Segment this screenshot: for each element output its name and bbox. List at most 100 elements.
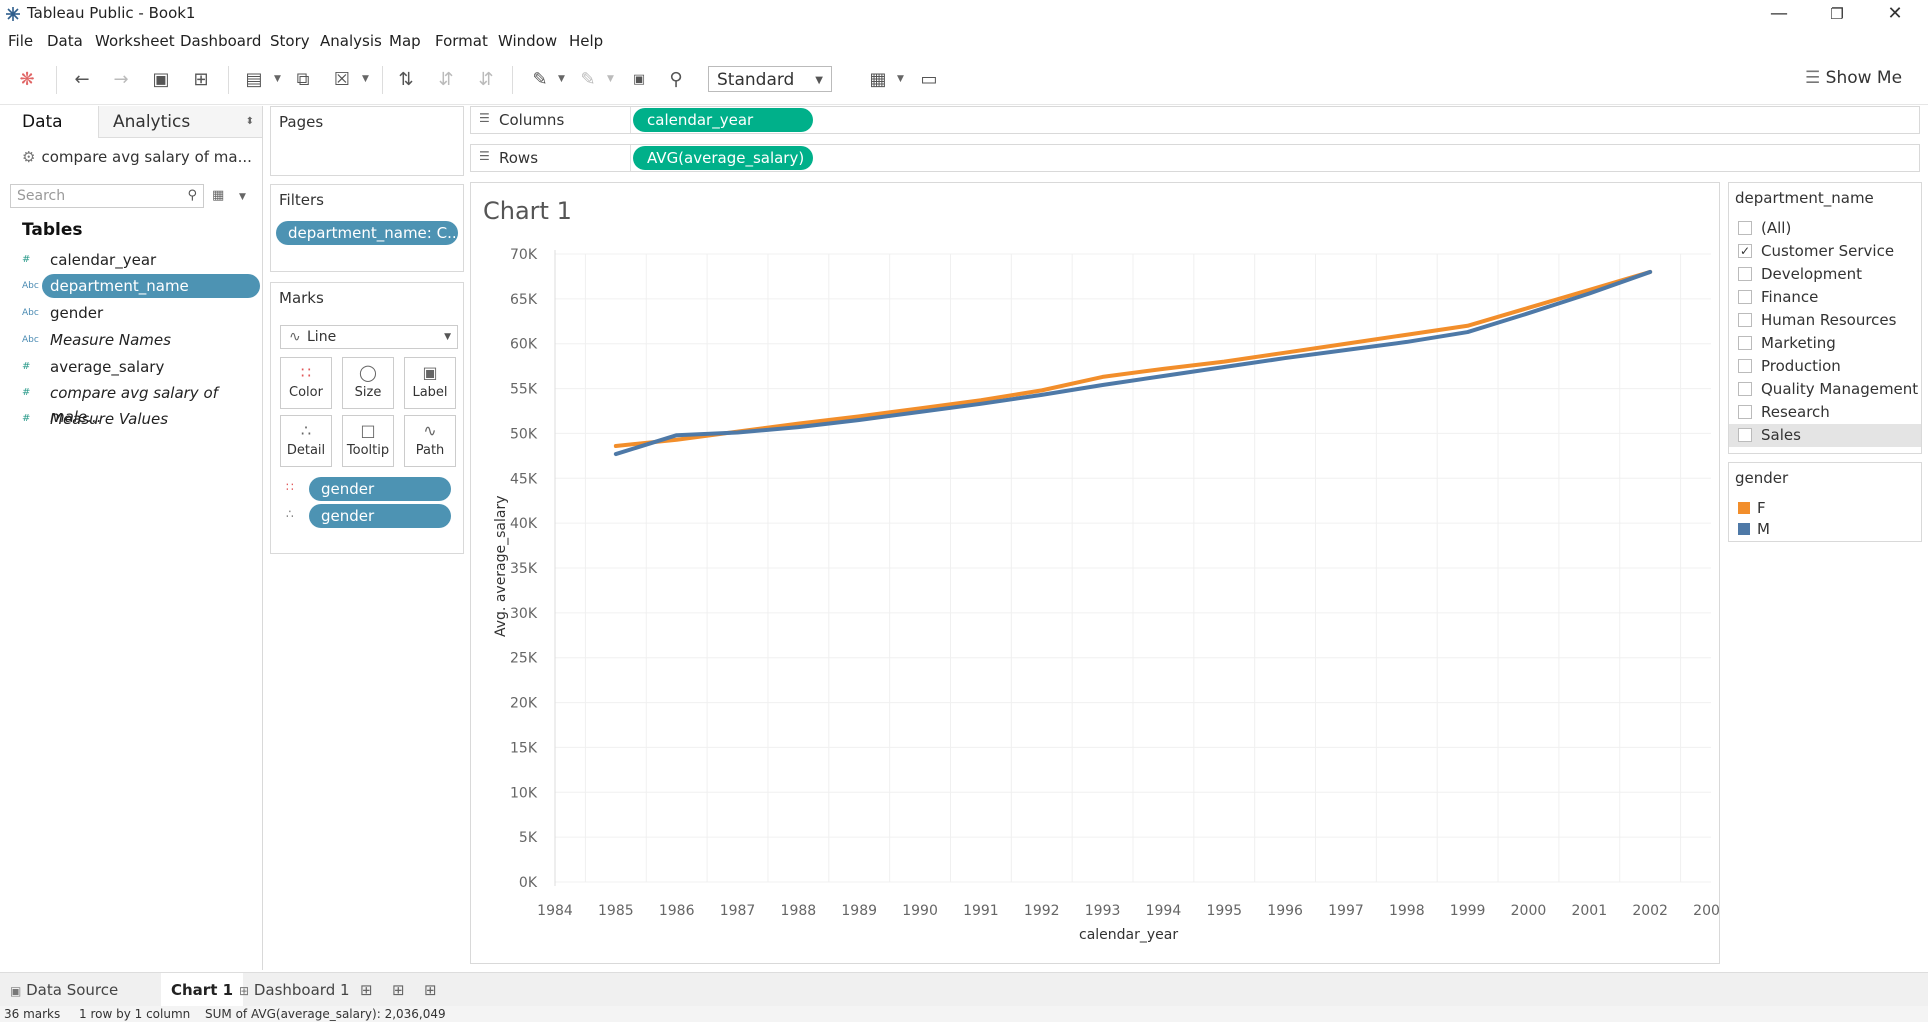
cards-view-icon[interactable]: ▦ [869,69,887,90]
checkbox[interactable] [1738,382,1752,396]
chevron-down-icon[interactable]: ▼ [897,74,904,84]
checkbox[interactable] [1738,336,1752,350]
data-source-tab[interactable]: ▣ Data Source [10,973,118,1007]
menu-help[interactable]: Help [569,32,604,50]
tab-analytics[interactable]: Analytics ⬍ [98,106,262,138]
menu-data[interactable]: Data [47,32,83,50]
highlight-icon[interactable]: ✎ [532,69,548,90]
view-options-icon[interactable]: ▦ [212,188,225,203]
marks-pill-gender-color[interactable]: gender [309,477,451,501]
field-measure-values[interactable]: # Measure Values [0,407,262,431]
checkbox[interactable] [1738,405,1752,419]
x-tick-label: 1990 [902,903,938,919]
checkbox[interactable] [1738,313,1752,327]
chevron-down-icon[interactable]: ▼ [607,74,614,84]
presentation-mode-icon[interactable]: ▭ [920,69,938,90]
field-compare-avg-salary[interactable]: # compare avg salary of male... [0,381,262,426]
department-filter-item[interactable]: ✓ Customer Service [1729,240,1921,263]
department-filter-item[interactable]: Marketing [1729,332,1921,355]
mark-type-select[interactable]: ∿ Line ▼ [280,325,458,349]
field-average-salary[interactable]: # average_salary [0,355,262,379]
menu-dashboard[interactable]: Dashboard [180,32,262,50]
columns-pill-calendar-year[interactable]: calendar_year [633,108,813,132]
checkbox[interactable] [1738,428,1752,442]
department-filter-item[interactable]: Finance [1729,286,1921,309]
menu-window[interactable]: Window [498,32,558,50]
checkbox[interactable]: ✓ [1738,244,1752,258]
search-input[interactable]: Search ⚲ [10,184,204,208]
sort-arrows-icon[interactable]: ⬍ [245,116,254,127]
department-filter-item[interactable]: Research [1729,401,1921,424]
show-labels-icon[interactable]: ▣ [632,72,646,87]
chevron-down-icon[interactable]: ▼ [239,192,246,202]
datasource-item[interactable]: ⚙ compare avg salary of ma... [22,148,252,166]
new-datasource-icon[interactable]: ⊞ [193,69,209,90]
tab-data[interactable]: Data [0,106,98,138]
menu-file[interactable]: File [8,32,34,50]
legend-item-f[interactable]: F [1729,497,1921,520]
department-filter-item[interactable]: Sales [1729,424,1921,447]
toolbar: ❋ ← → ▣ ⊞ ▤ ▼ ⧉ ☒ ▼ ⇅ ⇵ ⇵ ✎ ▼ ✎ ▼ ▣ ⚲ ▦ … [0,56,1928,105]
sort-descending-icon[interactable]: ⇵ [478,69,494,90]
checkbox[interactable] [1738,359,1752,373]
department-filter-item[interactable]: Human Resources [1729,309,1921,332]
group-members-icon[interactable]: ✎ [580,69,596,90]
tableau-home-icon[interactable]: ❋ [19,69,35,90]
minimize-button[interactable]: — [1770,3,1788,24]
new-dashboard-tab-icon[interactable]: ⊞ [392,981,405,999]
field-gender[interactable]: Abc gender [0,301,262,325]
field-department-name[interactable]: Abc department_name [0,274,262,298]
filter-pill-department[interactable]: department_name: C.. [276,221,458,245]
department-filter-item[interactable]: (All) [1729,217,1921,240]
new-worksheet-tab-icon[interactable]: ⊞ [360,981,373,999]
size-button[interactable]: ◯ Size [342,357,394,409]
chevron-down-icon[interactable]: ▼ [362,74,369,84]
detail-icon: ∴ [300,421,312,440]
rows-pill-avg-salary[interactable]: AVG(average_salary) [633,146,813,170]
path-button[interactable]: ∿ Path [404,415,456,467]
close-button[interactable]: ✕ [1887,3,1903,24]
swap-axes-icon[interactable]: ⇅ [398,69,414,90]
detail-button[interactable]: ∴ Detail [280,415,332,467]
columns-shelf[interactable]: ☰ Columns calendar_year [470,106,1920,134]
menu-map[interactable]: Map [389,32,421,50]
pin-axes-icon[interactable]: ⚲ [669,69,683,90]
duplicate-sheet-icon[interactable]: ⧉ [296,69,310,90]
chevron-down-icon[interactable]: ▼ [558,74,565,84]
show-me-button[interactable]: ☰ Show Me [1805,68,1902,88]
tooltip-button[interactable]: □ Tooltip [342,415,394,467]
menu-analysis[interactable]: Analysis [320,32,382,50]
filters-card[interactable]: Filters department_name: C.. [270,184,464,272]
legend-item-m[interactable]: M [1729,518,1921,541]
color-button[interactable]: ∷ Color [280,357,332,409]
checkbox[interactable] [1738,267,1752,281]
undo-icon[interactable]: ← [74,69,90,90]
restore-button[interactable]: ❐ [1830,5,1844,23]
department-filter-title: department_name [1735,189,1874,207]
department-filter-item[interactable]: Production [1729,355,1921,378]
menu-format[interactable]: Format [435,32,488,50]
redo-icon[interactable]: → [113,69,129,90]
new-story-tab-icon[interactable]: ⊞ [424,981,437,999]
field-measure-names[interactable]: Abc Measure Names [0,328,262,352]
fit-select[interactable]: Standard ▼ [708,66,832,92]
menu-worksheet[interactable]: Worksheet [95,32,175,50]
chevron-down-icon[interactable]: ▼ [274,74,281,84]
dashboard-tab[interactable]: ⊞ Dashboard 1 [239,973,350,1007]
clear-sheet-icon[interactable]: ☒ [333,69,351,90]
field-calendar-year[interactable]: # calendar_year [0,248,262,272]
menu-story[interactable]: Story [270,32,310,50]
chart-sheet-tab[interactable]: Chart 1 [161,973,244,1007]
department-filter-item[interactable]: Development [1729,263,1921,286]
department-filter-item[interactable]: Quality Management [1729,378,1921,401]
new-worksheet-icon[interactable]: ▤ [245,69,263,90]
rows-shelf[interactable]: ☰ Rows AVG(average_salary) [470,144,1920,172]
save-icon[interactable]: ▣ [152,69,170,90]
marks-pill-gender-detail[interactable]: gender [309,504,451,528]
label-button[interactable]: ▣ Label [404,357,456,409]
line-chart[interactable]: 0K 5K 10K 15K 20K 25K 30K 35K 40K 45K 50K 55K 60K 65K… [471,183,1719,963]
pages-card[interactable]: Pages [270,106,464,176]
checkbox[interactable] [1738,221,1752,235]
checkbox[interactable] [1738,290,1752,304]
sort-ascending-icon[interactable]: ⇵ [438,69,454,90]
